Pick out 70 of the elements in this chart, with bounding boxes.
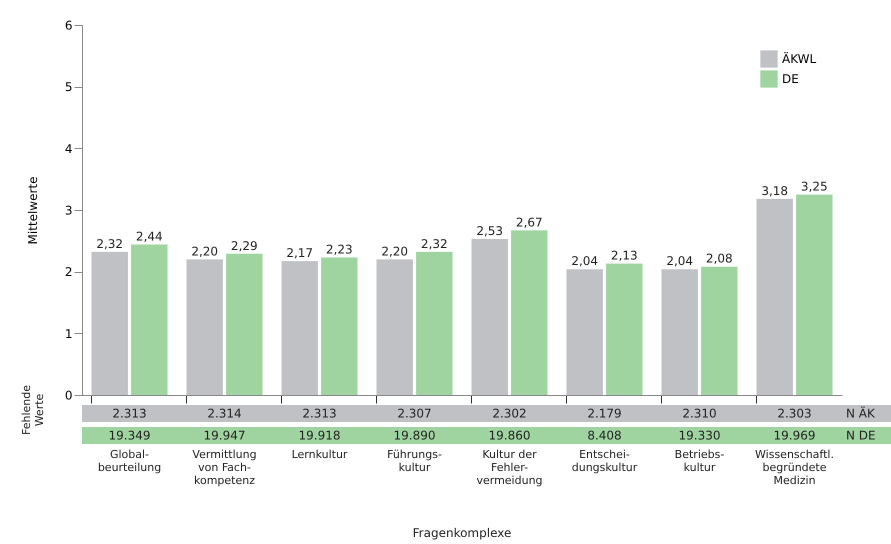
bar [756, 198, 793, 395]
legend-label: DE [782, 72, 799, 86]
bar [321, 257, 358, 395]
bar [472, 238, 508, 395]
data-label: 2,29 [230, 238, 258, 253]
bar [701, 266, 738, 395]
bar [416, 252, 452, 395]
text: 2.314 [207, 406, 242, 420]
y-axis-title: Mittelwerte [26, 176, 40, 245]
x-tick-label: Entschei- dungskultur [572, 448, 638, 474]
text: N DE [846, 428, 876, 442]
data-label: 2,20 [191, 244, 218, 258]
bar [282, 261, 318, 395]
data-label: 2,32 [420, 236, 448, 251]
text: 19.860 [488, 428, 530, 442]
text: 19.330 [678, 428, 720, 442]
legend-label: ÄKWL [782, 52, 817, 66]
bar [186, 259, 223, 395]
y-tick-label: 5 [64, 80, 72, 94]
text: 19.947 [204, 428, 246, 442]
data-label: 2,04 [666, 254, 694, 268]
x-tick-label: Wissenschaftl. begründete Medizin [755, 448, 834, 487]
bar [662, 269, 698, 395]
data-label: 2,13 [610, 248, 638, 263]
y-tick-label: 4 [64, 142, 72, 156]
x-axis-title: Fragenkomplexe [412, 526, 512, 540]
text: 2.310 [682, 406, 717, 420]
x-tick-label: Global- beurteilung [98, 448, 162, 474]
text: 19.890 [394, 428, 436, 442]
y-tick-label: 6 [64, 18, 72, 32]
bar [92, 252, 128, 395]
data-label: 2,32 [96, 236, 124, 251]
y-tick-label: 2 [64, 265, 72, 280]
text: 2.307 [397, 406, 432, 420]
bar [131, 244, 168, 395]
bar [566, 269, 603, 395]
data-label: 2,67 [516, 215, 543, 230]
x-tick-label: Vermittlung von Fach- kompetenz [192, 448, 257, 487]
data-label: 2,53 [476, 224, 504, 238]
bar [376, 259, 413, 395]
text: 8.408 [587, 428, 622, 442]
data-label: 2,17 [286, 246, 314, 260]
text: 2.302 [492, 406, 527, 420]
text: 2.179 [587, 406, 622, 420]
text: 2.313 [112, 406, 147, 420]
y-tick-label: 1 [64, 326, 72, 341]
text: Fehlende Werte [20, 384, 46, 436]
text: 2.303 [777, 406, 812, 420]
x-tick-label: Betriebs- kultur [674, 448, 724, 474]
data-label: 2,23 [326, 242, 353, 256]
text: 19.969 [774, 428, 816, 442]
data-label: 2,44 [136, 230, 163, 244]
data-label: 2,08 [706, 252, 733, 266]
y-tick-label: 3 [64, 204, 72, 218]
text: 19.349 [108, 428, 150, 442]
data-label: 2,20 [381, 244, 408, 258]
bar [606, 264, 642, 395]
text: N ÄK [846, 406, 876, 420]
text: 19.918 [298, 428, 340, 442]
data-label: 2,04 [571, 254, 598, 268]
x-tick-label: Kultur der Fehler- vermeidung [476, 448, 543, 487]
x-tick-label: Lernkultur [292, 448, 348, 461]
bar [796, 194, 832, 395]
data-label: 3,25 [800, 180, 828, 194]
data-label: 3,18 [761, 184, 788, 198]
bar [226, 254, 262, 395]
x-tick-label: Führungs- kultur [387, 448, 442, 474]
bar [511, 230, 548, 395]
text: 2.313 [302, 406, 337, 420]
y-tick-label: 0 [64, 388, 72, 402]
